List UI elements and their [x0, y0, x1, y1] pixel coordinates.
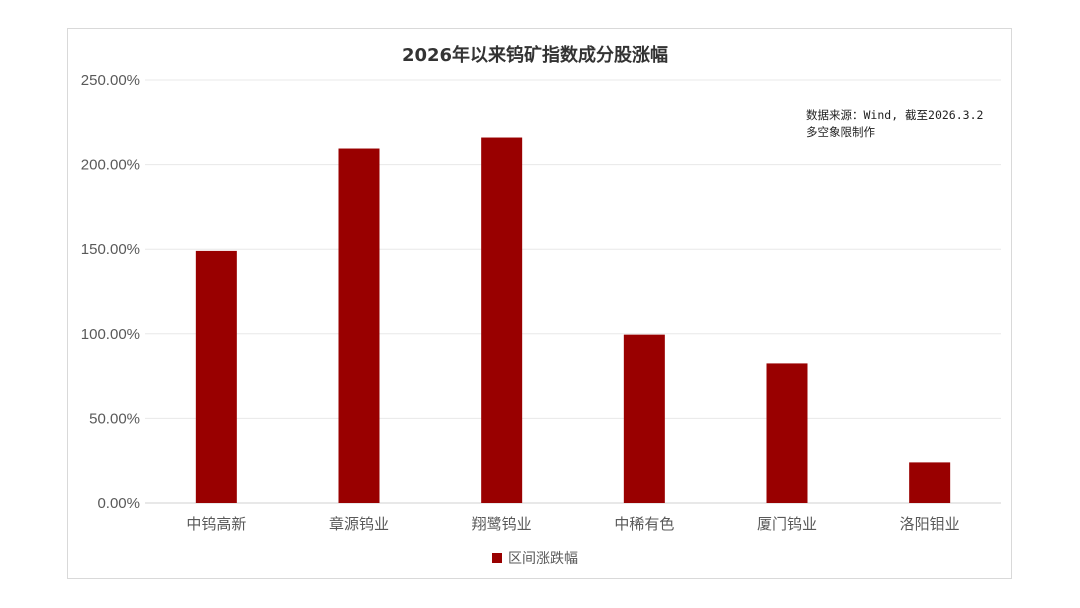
chart-title: 2026年以来钨矿指数成分股涨幅: [402, 44, 668, 66]
x-tick-label: 翔鹭钨业: [472, 515, 532, 533]
bar: [909, 462, 951, 503]
x-tick-label: 中稀有色: [614, 515, 674, 533]
bar: [195, 250, 237, 503]
y-tick-label: 100.00%: [81, 326, 140, 343]
grid-layer: [145, 79, 1001, 504]
legend: 区间涨跌幅: [492, 551, 578, 567]
bars: [195, 137, 951, 503]
source-note: 数据来源：Wind, 截至2026.3.2: [806, 108, 983, 122]
x-axis: 中钨高新 章源钨业 翔鹭钨业 中稀有色 厦门钨业 洛阳钼业: [186, 515, 959, 533]
x-tick-label: 章源钨业: [329, 515, 389, 533]
y-tick-label: 150.00%: [81, 241, 140, 258]
y-tick-label: 0.00%: [97, 495, 140, 512]
author-note: 多空象限制作: [806, 125, 875, 139]
legend-swatch: [492, 553, 502, 563]
bar-chart: 2026年以来钨矿指数成分股涨幅 0.00% 50.00% 100.00% 150.0…: [81, 44, 1001, 567]
y-tick-label: 50.00%: [89, 410, 140, 427]
bar: [623, 334, 665, 503]
x-tick-label: 厦门钨业: [757, 515, 817, 533]
legend-label: 区间涨跌幅: [508, 551, 578, 567]
x-tick-label: 中钨高新: [186, 515, 246, 533]
y-axis: 0.00% 50.00% 100.00% 150.00% 200.00% 250.00%: [81, 72, 140, 512]
x-tick-label: 洛阳钼业: [900, 515, 960, 533]
chart-frame: 2026年以来钨矿指数成分股涨幅 0.00% 50.00% 100.00% 150.0…: [67, 28, 1012, 579]
y-tick-label: 200.00%: [81, 157, 140, 174]
y-tick-label: 250.00%: [81, 72, 140, 89]
bar: [766, 363, 808, 503]
bar: [481, 137, 523, 503]
bar: [338, 148, 380, 503]
